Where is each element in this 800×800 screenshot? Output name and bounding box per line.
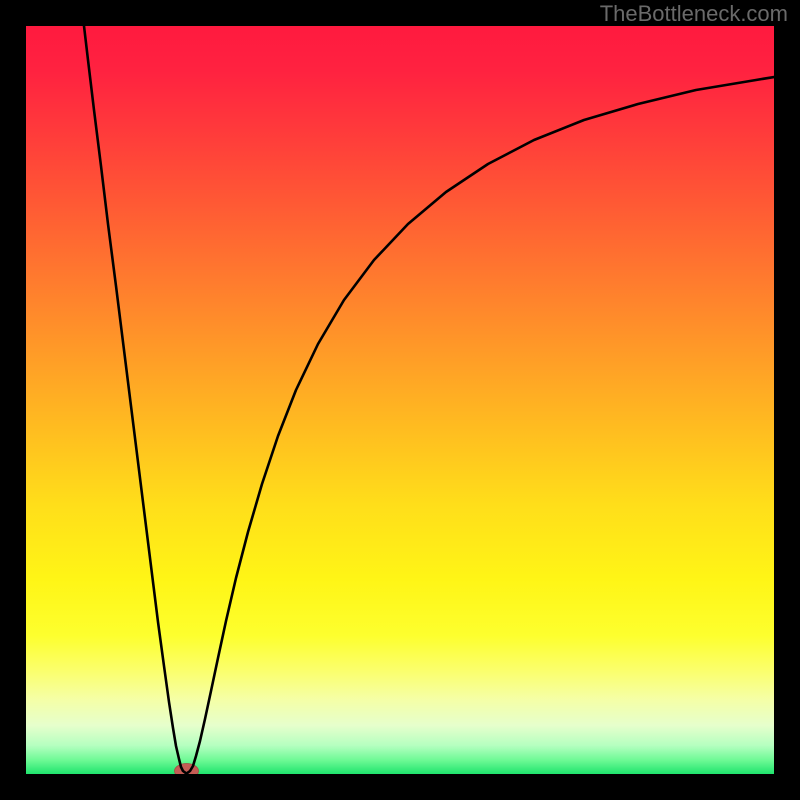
gradient-background [26, 26, 774, 774]
plot-area [26, 26, 774, 774]
watermark-label: TheBottleneck.com [600, 1, 788, 27]
plot-svg [26, 26, 774, 774]
